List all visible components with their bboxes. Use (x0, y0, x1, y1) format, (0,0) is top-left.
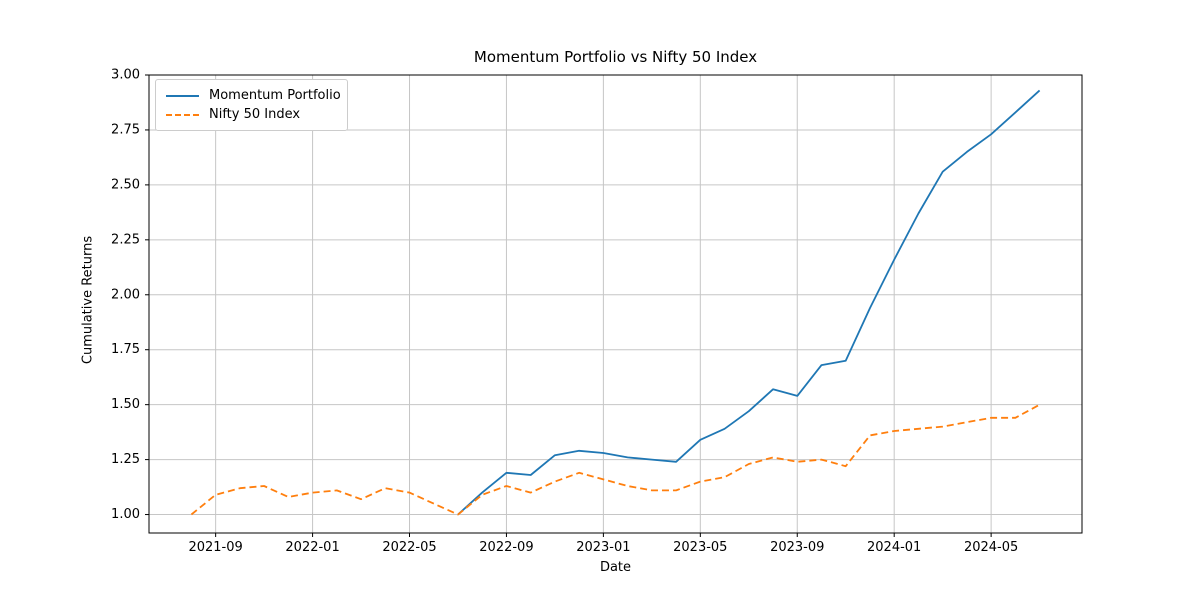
momentum-portfolio-line (457, 89, 1041, 516)
y-axis-label: Cumulative Returns (80, 235, 96, 365)
x-tick-label: 2023-01 (576, 540, 630, 555)
legend-item-nifty-50-index: Nifty 50 Index (166, 105, 337, 124)
x-tick-label: 2021-09 (188, 540, 242, 555)
axis-ticks: 2021-09 2022-01 2022-05 2022-09 2023-01 2023-… (111, 68, 1018, 555)
y-tick-label: 2.25 (111, 232, 140, 247)
x-tick-label: 2022-09 (479, 540, 533, 555)
solid-line-icon (166, 94, 199, 97)
chart-title: Momentum Portfolio vs Nifty 50 Index (473, 48, 758, 66)
x-tick-label: 2023-09 (770, 540, 824, 555)
y-tick-label: 3.00 (111, 68, 140, 83)
x-tick-label: 2022-05 (382, 540, 436, 555)
axes-frame (148, 74, 1083, 534)
x-axis-label: Date (599, 560, 632, 575)
legend: Momentum Portfolio Nifty 50 Index (155, 79, 348, 131)
x-tick-label: 2023-05 (673, 540, 727, 555)
nifty-50-index-line (190, 403, 1041, 516)
x-tick-label: 2022-01 (285, 540, 339, 555)
y-tick-label: 1.00 (111, 507, 140, 522)
y-tick-label: 2.75 (111, 122, 140, 137)
dashed-line-icon (166, 113, 199, 116)
legend-label: Momentum Portfolio (209, 88, 341, 103)
legend-label: Nifty 50 Index (209, 107, 301, 122)
y-tick-label: 2.00 (111, 287, 140, 302)
gridlines (149, 74, 1082, 533)
legend-item-momentum-portfolio: Momentum Portfolio (166, 86, 341, 105)
y-tick-label: 2.50 (111, 177, 140, 192)
y-tick-label: 1.75 (111, 342, 140, 357)
x-tick-label: 2024-01 (867, 540, 921, 555)
y-tick-label: 1.25 (111, 452, 140, 467)
x-tick-label: 2024-05 (964, 540, 1018, 555)
y-tick-label: 1.50 (111, 397, 140, 412)
